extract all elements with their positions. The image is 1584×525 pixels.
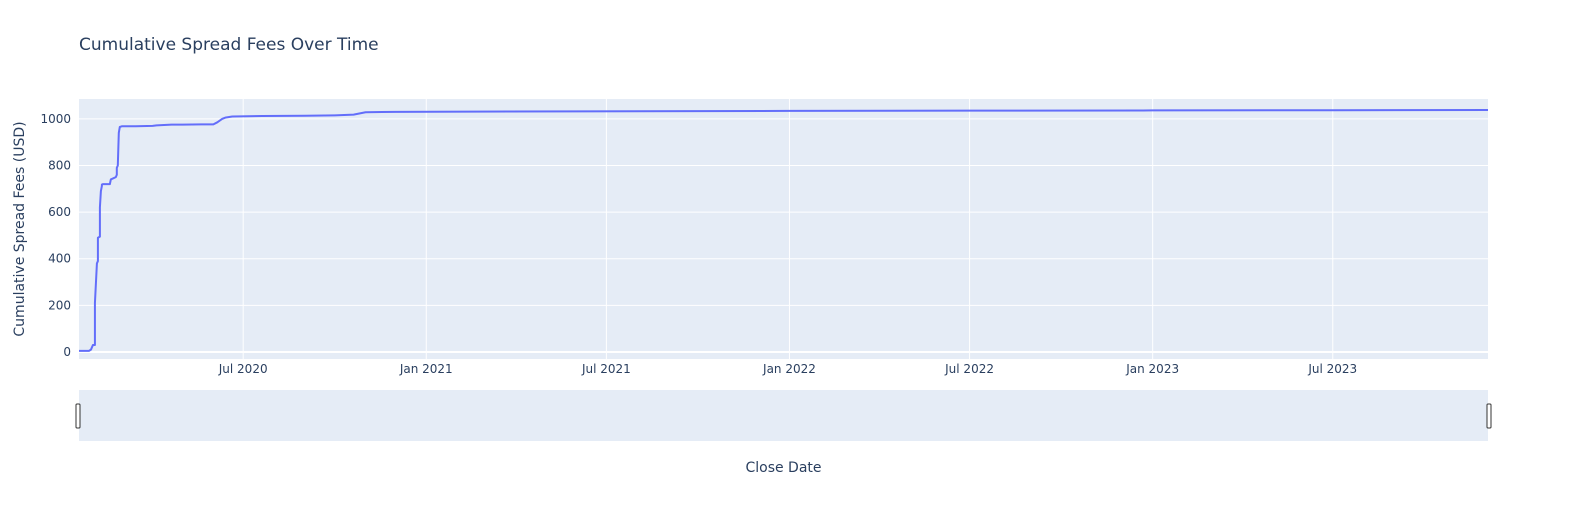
x-tick-label: Jul 2023 bbox=[1307, 362, 1357, 376]
x-tick-label: Jan 2021 bbox=[399, 362, 453, 376]
x-tick-label: Jul 2022 bbox=[944, 362, 994, 376]
x-tick-label: Jan 2022 bbox=[762, 362, 816, 376]
y-axis-title: Cumulative Spread Fees (USD) bbox=[12, 121, 28, 336]
x-axis-title: Close Date bbox=[745, 460, 821, 476]
range-slider-left-handle[interactable] bbox=[75, 403, 81, 429]
range-slider-right-handle[interactable] bbox=[1486, 403, 1492, 429]
y-tick-label: 800 bbox=[48, 158, 71, 172]
y-tick-label: 1000 bbox=[40, 112, 71, 126]
y-tick-label: 400 bbox=[48, 252, 71, 266]
y-tick-labels: 0 200 400 600 800 1000 bbox=[40, 112, 71, 359]
y-gridlines bbox=[79, 118, 1488, 354]
y-tick-label: 0 bbox=[63, 345, 71, 359]
range-slider-track bbox=[79, 390, 1488, 441]
y-tick-label: 600 bbox=[48, 205, 71, 219]
y-tick-label: 200 bbox=[48, 298, 71, 312]
range-slider[interactable] bbox=[75, 390, 1492, 441]
x-gridlines bbox=[242, 99, 1334, 359]
series-line bbox=[79, 108, 1489, 352]
x-tick-labels: Jul 2020 Jan 2021 Jul 2021 Jan 2022 Jul 2022… bbox=[218, 362, 1357, 376]
plot-area bbox=[79, 99, 1488, 359]
x-tick-label: Jul 2021 bbox=[581, 362, 631, 376]
x-tick-label: Jan 2023 bbox=[1125, 362, 1179, 376]
x-tick-label: Jul 2020 bbox=[218, 362, 268, 376]
chart-title: Cumulative Spread Fees Over Time bbox=[79, 35, 379, 55]
